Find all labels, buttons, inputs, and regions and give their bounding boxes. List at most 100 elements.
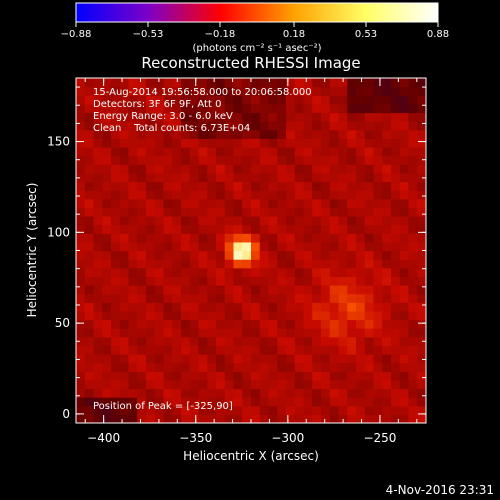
heatmap-cell [146, 103, 156, 114]
heatmap-cell [224, 112, 235, 122]
heatmap-cell [347, 95, 357, 105]
heatmap-cell [321, 181, 331, 191]
heatmap-cell [347, 172, 357, 183]
heatmap-cell [233, 224, 243, 234]
heatmap-cell [224, 164, 235, 174]
heatmap-cell [137, 397, 147, 407]
heatmap-cell [154, 164, 165, 174]
heatmap-cell [207, 405, 217, 415]
heatmap-cell [338, 267, 348, 277]
heatmap-cell [137, 379, 147, 390]
heatmap-cell [312, 112, 322, 122]
heatmap-cell [391, 302, 401, 312]
heatmap-cell [399, 86, 410, 96]
heatmap-cell [382, 354, 392, 364]
heatmap-cell [364, 147, 375, 157]
heatmap-cell [321, 371, 331, 381]
heatmap-cell [102, 362, 112, 372]
heatmap-cell [137, 112, 147, 122]
heatmap-cell [408, 233, 418, 243]
heatmap-cell [391, 164, 401, 174]
heatmap-cell [338, 241, 348, 252]
heatmap-cell [286, 172, 296, 183]
heatmap-cell [338, 172, 348, 183]
heatmap-cell [321, 224, 331, 234]
heatmap-cell [347, 336, 357, 346]
heatmap-cell [294, 285, 305, 295]
heatmap-cell [329, 129, 340, 139]
heatmap-cell [189, 267, 200, 277]
heatmap-cell [303, 86, 313, 96]
heatmap-cell [259, 388, 270, 398]
heatmap-cell [399, 216, 410, 226]
heatmap-cell [207, 336, 217, 346]
heatmap-cell [154, 302, 165, 312]
heatmap-cell [207, 86, 217, 96]
heatmap-cell [294, 190, 305, 200]
heatmap-cell [198, 138, 208, 148]
heatmap-cell [216, 267, 226, 277]
heatmap-cell [128, 129, 138, 139]
heatmap-cell [338, 112, 348, 122]
heatmap-cell [93, 405, 103, 415]
heatmap-cell [347, 155, 357, 165]
heatmap-cell [146, 371, 156, 381]
heatmap-cell [233, 121, 243, 131]
heatmap-cell [154, 388, 165, 398]
heatmap-cell [137, 121, 147, 131]
heatmap-cell [382, 362, 392, 372]
heatmap-cell [154, 207, 165, 217]
heatmap-cell [172, 319, 182, 329]
heatmap-cell [364, 103, 375, 114]
heatmap-cell [172, 397, 182, 407]
heatmap-cell [93, 172, 103, 183]
heatmap-cell [251, 95, 261, 105]
heatmap-cell [347, 302, 357, 312]
heatmap-cell [347, 207, 357, 217]
heatmap-cell [277, 362, 287, 372]
heatmap-cell [111, 112, 121, 122]
heatmap-cell [391, 319, 401, 329]
heatmap-cell [163, 259, 173, 269]
heatmap-cell [172, 121, 182, 131]
heatmap-cell [163, 267, 173, 277]
heatmap-cell [84, 138, 95, 148]
heatmap-cell [154, 267, 165, 277]
heatmap-cell [329, 78, 340, 88]
heatmap-cell [382, 379, 392, 390]
heatmap-cell [417, 379, 426, 390]
heatmap-cell [137, 293, 147, 303]
heatmap-cell [119, 328, 130, 338]
heatmap-cell [382, 129, 392, 139]
heatmap-cell [391, 379, 401, 390]
heatmap-cell [373, 198, 383, 208]
heatmap-cell [189, 414, 200, 423]
heatmap-cell [251, 241, 261, 252]
heatmap-cell [391, 147, 401, 157]
heatmap-cell [224, 371, 235, 381]
heatmap-cell [364, 216, 375, 226]
heatmap-cell [93, 241, 103, 252]
heatmap-cell [154, 345, 165, 355]
heatmap-cell [181, 233, 191, 243]
heatmap-cell [268, 181, 278, 191]
heatmap-cell [233, 397, 243, 407]
heatmap-cell [128, 198, 138, 208]
heatmap-cell [216, 138, 226, 148]
heatmap-cell [408, 250, 418, 260]
heatmap-cell [329, 181, 340, 191]
heatmap-cell [356, 138, 366, 148]
heatmap-cell [207, 414, 217, 423]
heatmap-cell [172, 405, 182, 415]
y-axis-label: Heliocentric Y (arcsec) [25, 183, 39, 318]
heatmap-cell [119, 78, 130, 88]
heatmap-cell [364, 233, 375, 243]
heatmap-cell [399, 302, 410, 312]
heatmap-cell [198, 345, 208, 355]
heatmap-cell [137, 371, 147, 381]
heatmap-cell [373, 155, 383, 165]
heatmap-cell [233, 371, 243, 381]
heatmap-cell [268, 328, 278, 338]
heatmap-cell [329, 328, 340, 338]
heatmap-cell [181, 285, 191, 295]
